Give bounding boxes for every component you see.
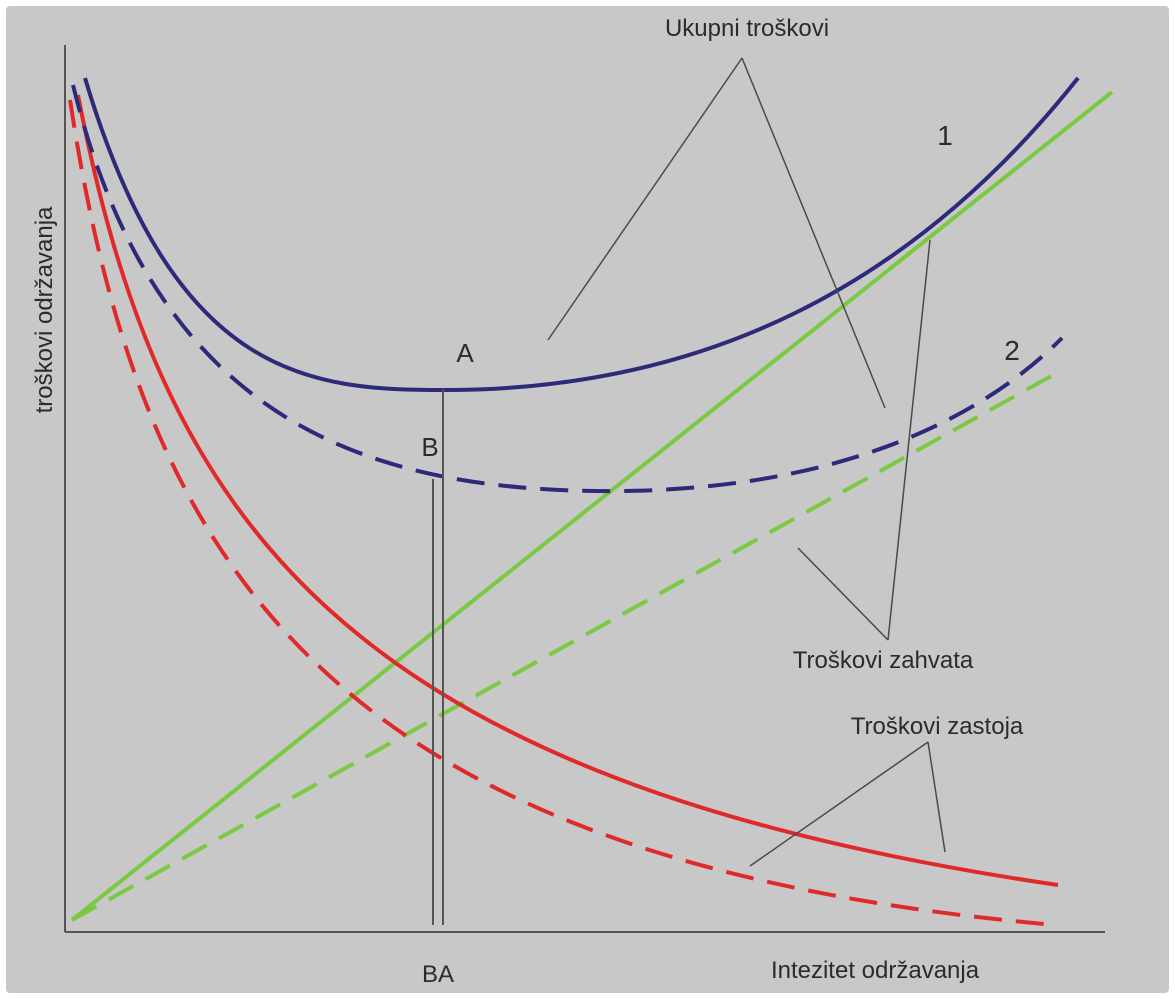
- intervention-costs-leader-2: [887, 239, 931, 641]
- downtime-costs-curve-1: [76, 94, 1059, 887]
- curve-2-label: 2: [1004, 335, 1020, 366]
- intervention-costs-line-2: [71, 368, 1063, 922]
- x-tick-ba: BA: [422, 961, 454, 988]
- total-costs-curve-1: [83, 76, 1080, 393]
- x-axis-label: Intezitet održavanja: [771, 957, 980, 984]
- total-costs-leader-1: [547, 57, 743, 341]
- intervention-costs-label: Troškovi zahvata: [793, 647, 974, 674]
- total-costs-label: Ukupni troškovi: [665, 15, 829, 42]
- intervention-costs-leader-1: [797, 547, 889, 641]
- total-costs-leader-2: [741, 57, 886, 409]
- intervention-costs-line-1: [70, 90, 1114, 922]
- point-b-label: B: [421, 432, 438, 462]
- total-costs-curve-2: [71, 84, 1064, 494]
- downtime-costs-leader-2: [927, 741, 946, 853]
- plot-background: [6, 6, 1169, 993]
- point-a-label: A: [456, 338, 474, 368]
- y-axis-label: troškovi održavanja: [31, 206, 58, 413]
- curve-1-label: 1: [937, 120, 953, 151]
- downtime-costs-leader-1: [749, 741, 929, 867]
- downtime-costs-label: Troškovi zastoja: [851, 713, 1024, 740]
